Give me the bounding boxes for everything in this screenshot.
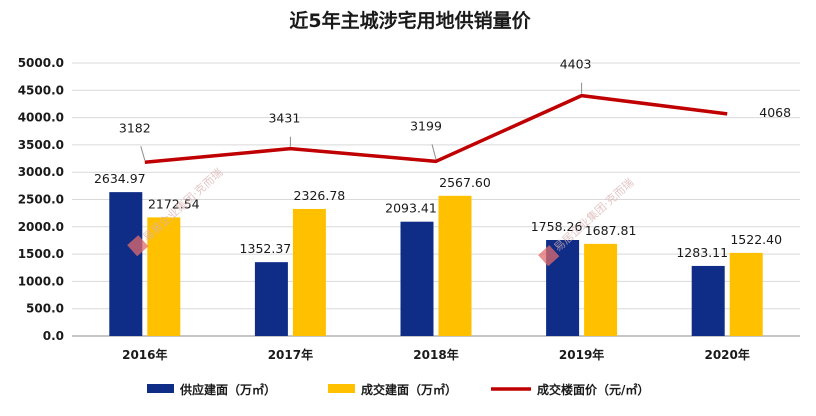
transaction-bar <box>584 243 618 336</box>
transaction-bar <box>292 208 326 336</box>
transaction-bar <box>729 252 763 336</box>
x-tick-label: 2018年 <box>413 347 458 362</box>
transaction-bar <box>147 217 181 336</box>
y-axis: 0.0 500.0 1000.0 1500.0 2000.0 2500.0 3000.0 35… <box>18 56 64 343</box>
y-tick-label: 1000.0 <box>18 274 64 288</box>
x-tick-label: 2019年 <box>559 347 604 362</box>
supply-bar <box>254 262 288 336</box>
y-tick-label: 0.0 <box>43 329 64 343</box>
supply-bar <box>400 221 434 336</box>
watermark: 易居企业集团·克而瑞 易居企业集团·克而瑞 <box>127 165 637 267</box>
price-value-label: 3182 <box>119 120 151 135</box>
legend: 供应建面（万㎡） 成交建面（万㎡） 成交楼面价（元/㎡） <box>147 382 649 397</box>
legend-label: 成交楼面价（元/㎡） <box>537 382 649 397</box>
transaction-bar <box>438 195 472 336</box>
gridlines <box>72 62 800 337</box>
legend-swatch <box>147 384 174 393</box>
y-tick-label: 500.0 <box>26 302 64 316</box>
legend-label: 成交建面（万㎡） <box>361 382 457 397</box>
supply-bar <box>691 265 725 336</box>
leader-line <box>431 144 437 160</box>
legend-swatch <box>328 384 355 393</box>
legend-label: 供应建面（万㎡） <box>179 382 276 397</box>
y-tick-label: 3000.0 <box>18 165 64 179</box>
price-value-label: 4403 <box>560 57 592 72</box>
transaction-value-label: 2172.54 <box>148 196 200 211</box>
y-tick-label: 4500.0 <box>18 83 64 97</box>
x-tick-label: 2020年 <box>704 347 749 362</box>
x-axis: 2016年 2017年 2018年 2019年 2020年 <box>122 347 750 362</box>
y-tick-label: 2500.0 <box>18 193 64 207</box>
y-tick-label: 3500.0 <box>18 138 64 152</box>
price-value-label: 4068 <box>759 105 791 120</box>
supply-value-label: 2093.41 <box>385 201 437 216</box>
transaction-value-label: 2326.78 <box>294 188 346 203</box>
x-tick-label: 2017年 <box>268 347 313 362</box>
y-tick-label: 5000.0 <box>18 56 64 70</box>
watermark-badge <box>538 245 560 267</box>
supply-value-label: 1283.11 <box>676 245 728 260</box>
supply-bar <box>109 192 143 336</box>
leader-line <box>140 146 146 161</box>
price-line <box>144 93 728 165</box>
supply-value-label: 2634.97 <box>94 171 146 186</box>
transaction-value-label: 1522.40 <box>730 232 782 247</box>
price-value-label: 3199 <box>410 118 442 133</box>
supply-value-label: 1758.26 <box>531 219 583 234</box>
y-tick-label: 4000.0 <box>18 111 64 125</box>
price-line-path <box>144 93 728 165</box>
x-tick-label: 2016年 <box>122 347 167 362</box>
transaction-value-label: 2567.60 <box>439 175 491 190</box>
watermark-text: 易居企业集团·克而瑞 <box>551 175 637 254</box>
y-tick-label: 1500.0 <box>18 247 64 261</box>
chart-title: 近5年主城涉宅用地供销量价 <box>289 9 531 32</box>
price-value-label: 3431 <box>268 111 300 126</box>
supply-value-label: 1352.37 <box>240 241 292 256</box>
watermark-badge <box>127 235 149 257</box>
bars <box>109 192 763 336</box>
y-tick-label: 2000.0 <box>18 220 64 234</box>
transaction-value-label: 1687.81 <box>585 223 637 238</box>
